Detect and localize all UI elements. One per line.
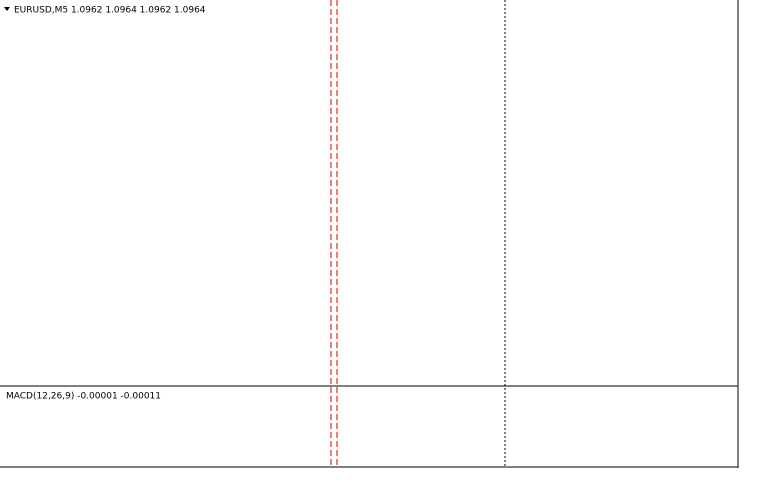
indicator-title: MACD(12,26,9) -0.00001 -0.00011: [6, 392, 161, 402]
chart-title: EURUSD,M5 1.0962 1.0964 1.0962 1.0964: [14, 6, 206, 16]
menu-icon[interactable]: [4, 7, 10, 11]
